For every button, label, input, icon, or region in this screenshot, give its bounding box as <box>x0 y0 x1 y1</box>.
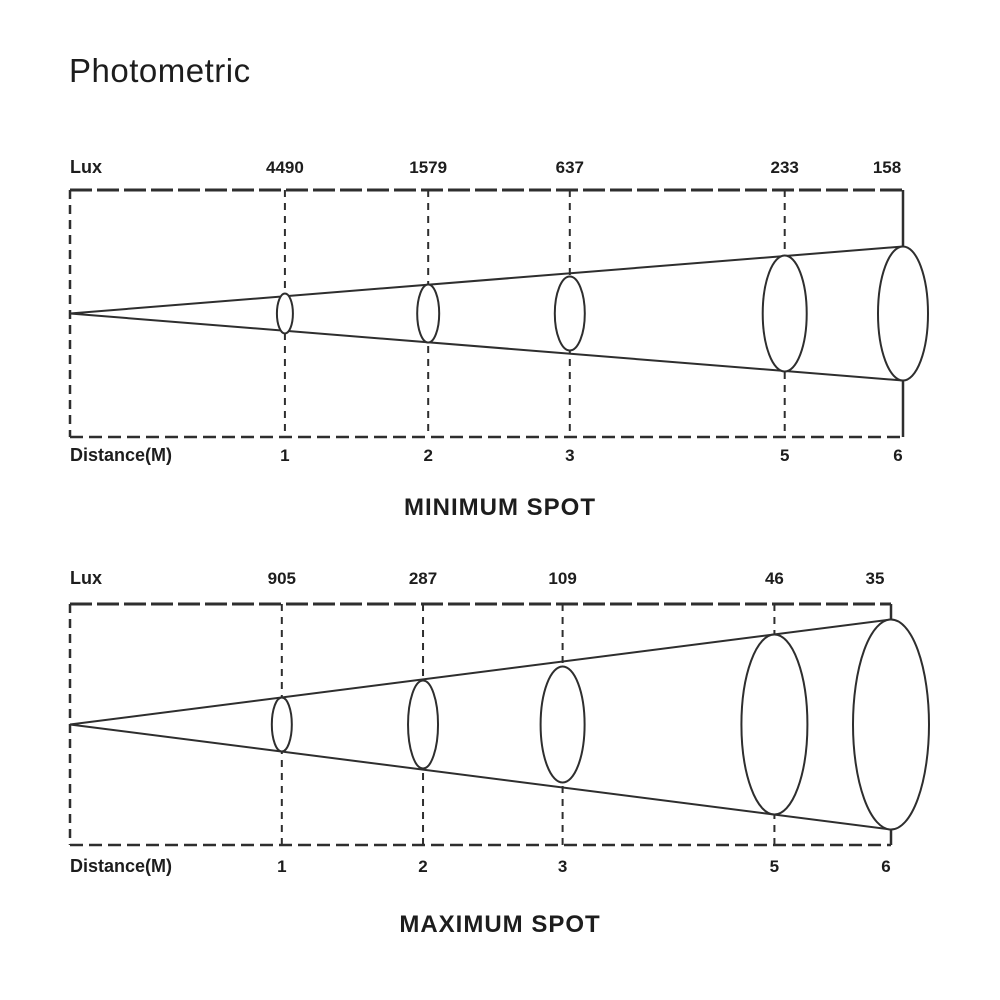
lux-value: 1579 <box>409 158 447 177</box>
distance-value: 1 <box>280 446 289 465</box>
beam-ellipse <box>416 283 441 344</box>
lux-value: 4490 <box>266 158 304 177</box>
beam-cone-lower-line <box>69 723 892 831</box>
beam-ellipse <box>275 292 294 335</box>
lux-value: 905 <box>268 569 296 588</box>
distance-value: 2 <box>418 857 427 876</box>
beam-ellipse <box>877 245 929 382</box>
distance-value: 5 <box>770 857 779 876</box>
lux-value: 35 <box>866 569 885 588</box>
distance-value: 3 <box>558 857 567 876</box>
minimum-spot-diagram: Lux 4490 1579 637 233 158 Distance(M) 1 2 3 5 6 <box>68 157 929 465</box>
distance-value: 6 <box>893 446 902 465</box>
lux-value: 287 <box>409 569 437 588</box>
lux-axis-label: Lux <box>70 568 102 588</box>
beam-ellipse <box>852 618 930 831</box>
chart-title-maximum-spot: MAXIMUM SPOT <box>399 911 601 938</box>
distance-value: 3 <box>565 446 574 465</box>
distance-value: 1 <box>277 857 286 876</box>
beam-ellipse <box>740 633 809 816</box>
distance-value: 2 <box>423 446 432 465</box>
lux-axis-label: Lux <box>70 157 102 177</box>
lux-value: 46 <box>765 569 784 588</box>
distance-axis-label: Distance(M) <box>70 856 172 876</box>
beam-ellipse <box>270 696 293 753</box>
beam-ellipse <box>553 275 586 352</box>
beam-cone-upper-line <box>69 618 892 726</box>
beam-cone-lower-line <box>69 312 904 382</box>
distance-value: 6 <box>881 857 890 876</box>
chart-title-minimum-spot: MINIMUM SPOT <box>404 494 596 521</box>
page-title: Photometric <box>69 52 251 89</box>
lux-value: 233 <box>771 158 799 177</box>
lux-value: 109 <box>548 569 576 588</box>
lux-value: 158 <box>873 158 901 177</box>
beam-cone-upper-line <box>69 245 904 315</box>
lux-value: 637 <box>556 158 584 177</box>
beam-ellipse <box>761 254 808 373</box>
beam-ellipse <box>539 665 586 784</box>
beam-ellipse <box>407 679 440 770</box>
distance-axis-label: Distance(M) <box>70 445 172 465</box>
distance-value: 5 <box>780 446 789 465</box>
